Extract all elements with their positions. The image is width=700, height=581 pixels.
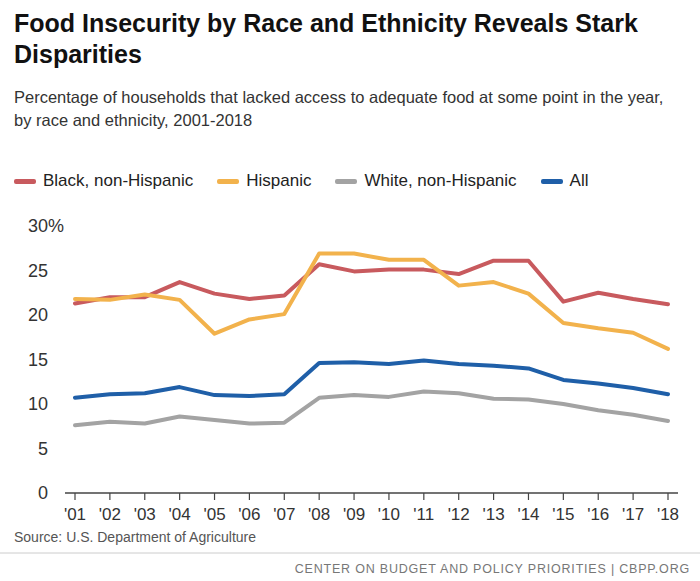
chart-svg: 0 5 10 15 20 25 30% '01 '02 '03 '04 '05 '06 '07 '08 '09… bbox=[0, 0, 700, 581]
chart-root: 0 5 10 15 20 25 30% '01 '02 '03 '04 '05 '06 '07 '08 '09… bbox=[0, 0, 700, 581]
x-tick bbox=[74, 493, 75, 500]
y-tick-label: 30% bbox=[28, 216, 64, 236]
legend-label: Hispanic bbox=[246, 171, 311, 191]
x-tick bbox=[423, 493, 424, 500]
x-tick bbox=[667, 493, 668, 500]
x-tick-label: '05 bbox=[203, 505, 225, 524]
x-tick-label: '18 bbox=[657, 505, 679, 524]
x-tick bbox=[319, 493, 320, 500]
x-tick-label: '11 bbox=[413, 505, 434, 524]
series-line bbox=[75, 392, 668, 426]
x-tick-label: '14 bbox=[517, 505, 539, 524]
x-tick bbox=[284, 493, 285, 500]
x-tick-label: '03 bbox=[134, 505, 156, 524]
legend-item: Hispanic bbox=[217, 171, 311, 191]
y-tick-label: 0 bbox=[38, 483, 48, 503]
x-tick bbox=[493, 493, 494, 500]
credit: CENTER ON BUDGET AND POLICY PRIORITIES |… bbox=[295, 562, 690, 576]
legend-item: White, non-Hispanic bbox=[335, 171, 516, 191]
x-tick bbox=[528, 493, 529, 500]
x-tick-label: '10 bbox=[378, 505, 400, 524]
legend-swatch bbox=[541, 179, 563, 184]
subtitle: Percentage of households that lacked acc… bbox=[14, 86, 684, 132]
x-tick bbox=[109, 493, 110, 500]
legend-item: Black, non-Hispanic bbox=[14, 171, 193, 191]
x-tick bbox=[179, 493, 180, 500]
x-tick bbox=[633, 493, 634, 500]
y-tick-label: 10 bbox=[28, 394, 48, 414]
x-tick-label: '15 bbox=[552, 505, 574, 524]
y-tick-label: 20 bbox=[28, 305, 48, 325]
legend-swatch bbox=[14, 179, 36, 184]
legend-label: Black, non-Hispanic bbox=[43, 171, 193, 191]
y-tick-label: 25 bbox=[28, 261, 48, 281]
x-tick-label: '16 bbox=[587, 505, 609, 524]
x-tick bbox=[598, 493, 599, 500]
legend-swatch bbox=[335, 179, 357, 184]
x-tick bbox=[353, 493, 354, 500]
x-tick-label: '17 bbox=[622, 505, 644, 524]
title: Food Insecurity by Race and Ethnicity Re… bbox=[14, 8, 686, 70]
x-tick-label: '08 bbox=[308, 505, 330, 524]
x-tick bbox=[388, 493, 389, 500]
y-tick-label: 5 bbox=[38, 439, 48, 459]
x-tick bbox=[214, 493, 215, 500]
legend-item: All bbox=[541, 171, 589, 191]
x-tick-label: '04 bbox=[169, 505, 191, 524]
x-tick-label: '13 bbox=[483, 505, 505, 524]
x-tick bbox=[458, 493, 459, 500]
y-tick-label: 15 bbox=[28, 350, 48, 370]
x-tick-label: '07 bbox=[273, 505, 295, 524]
series-line bbox=[75, 254, 668, 349]
x-axis-line bbox=[65, 492, 678, 494]
legend: Black, non-Hispanic Hispanic White, non-Hi… bbox=[14, 171, 588, 191]
series-line bbox=[75, 360, 668, 397]
x-tick-label: '06 bbox=[238, 505, 260, 524]
source: Source: U.S. Department of Agriculture bbox=[14, 529, 256, 545]
legend-label: All bbox=[570, 171, 589, 191]
series-group bbox=[75, 254, 668, 426]
x-tick bbox=[563, 493, 564, 500]
x-tick-label: '01 bbox=[64, 505, 86, 524]
legend-label: White, non-Hispanic bbox=[364, 171, 516, 191]
x-tick-label: '12 bbox=[448, 505, 470, 524]
footer-rule bbox=[0, 553, 700, 554]
x-tick bbox=[249, 493, 250, 500]
x-tick-label: '09 bbox=[343, 505, 365, 524]
x-tick bbox=[144, 493, 145, 500]
legend-swatch bbox=[217, 179, 239, 184]
x-tick-label: '02 bbox=[99, 505, 121, 524]
